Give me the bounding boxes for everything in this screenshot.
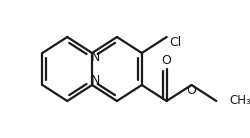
Text: CH₃: CH₃ — [229, 95, 250, 108]
Text: N: N — [91, 75, 100, 87]
Text: N: N — [91, 51, 100, 63]
Text: O: O — [186, 84, 196, 98]
Text: Cl: Cl — [170, 35, 182, 48]
Text: O: O — [162, 55, 172, 67]
